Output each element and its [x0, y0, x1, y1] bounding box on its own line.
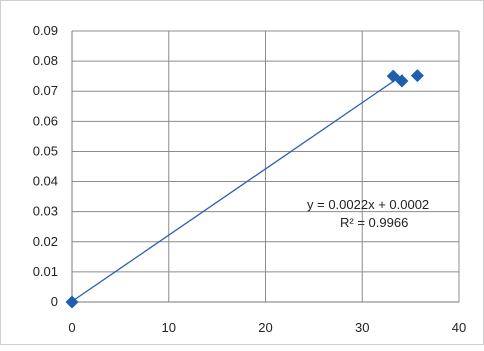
y-tick-label: 0.04 [33, 174, 58, 189]
y-tick-label: 0.02 [33, 234, 58, 249]
gridlines [72, 30, 460, 302]
tick-labels: 0 0.01 0.02 0.03 0.04 0.05 0.06 0.07 0.08 0.09 0 10… [33, 23, 467, 335]
trendline [71, 74, 404, 302]
data-point-diamond [410, 69, 424, 83]
y-tick-label: 0.01 [33, 264, 58, 279]
y-tick-label: 0.07 [33, 83, 58, 98]
y-tick-label: 0 [51, 294, 58, 309]
data-point-diamond [386, 69, 400, 83]
x-tick-label: 20 [258, 320, 272, 335]
y-tick-label: 0.09 [33, 23, 58, 38]
y-tick-label: 0.03 [33, 204, 58, 219]
data-points [65, 69, 424, 309]
y-tick-label: 0.05 [33, 143, 58, 158]
annotations: y = 0.0022x + 0.0002 R² = 0.9966 [307, 197, 429, 230]
x-tick-label: 0 [68, 320, 75, 335]
data-point-diamond [395, 74, 409, 88]
r-squared-label: R² = 0.9966 [340, 215, 408, 230]
y-tick-label: 0.06 [33, 113, 58, 128]
x-tick-label: 10 [162, 320, 176, 335]
axes [71, 31, 459, 303]
x-tick-label: 30 [355, 320, 369, 335]
trendline-layer [71, 74, 404, 302]
data-point-diamond [65, 295, 79, 309]
trendline-equation: y = 0.0022x + 0.0002 [307, 197, 429, 212]
x-tick-label: 40 [452, 320, 466, 335]
y-tick-label: 0.08 [33, 53, 58, 68]
